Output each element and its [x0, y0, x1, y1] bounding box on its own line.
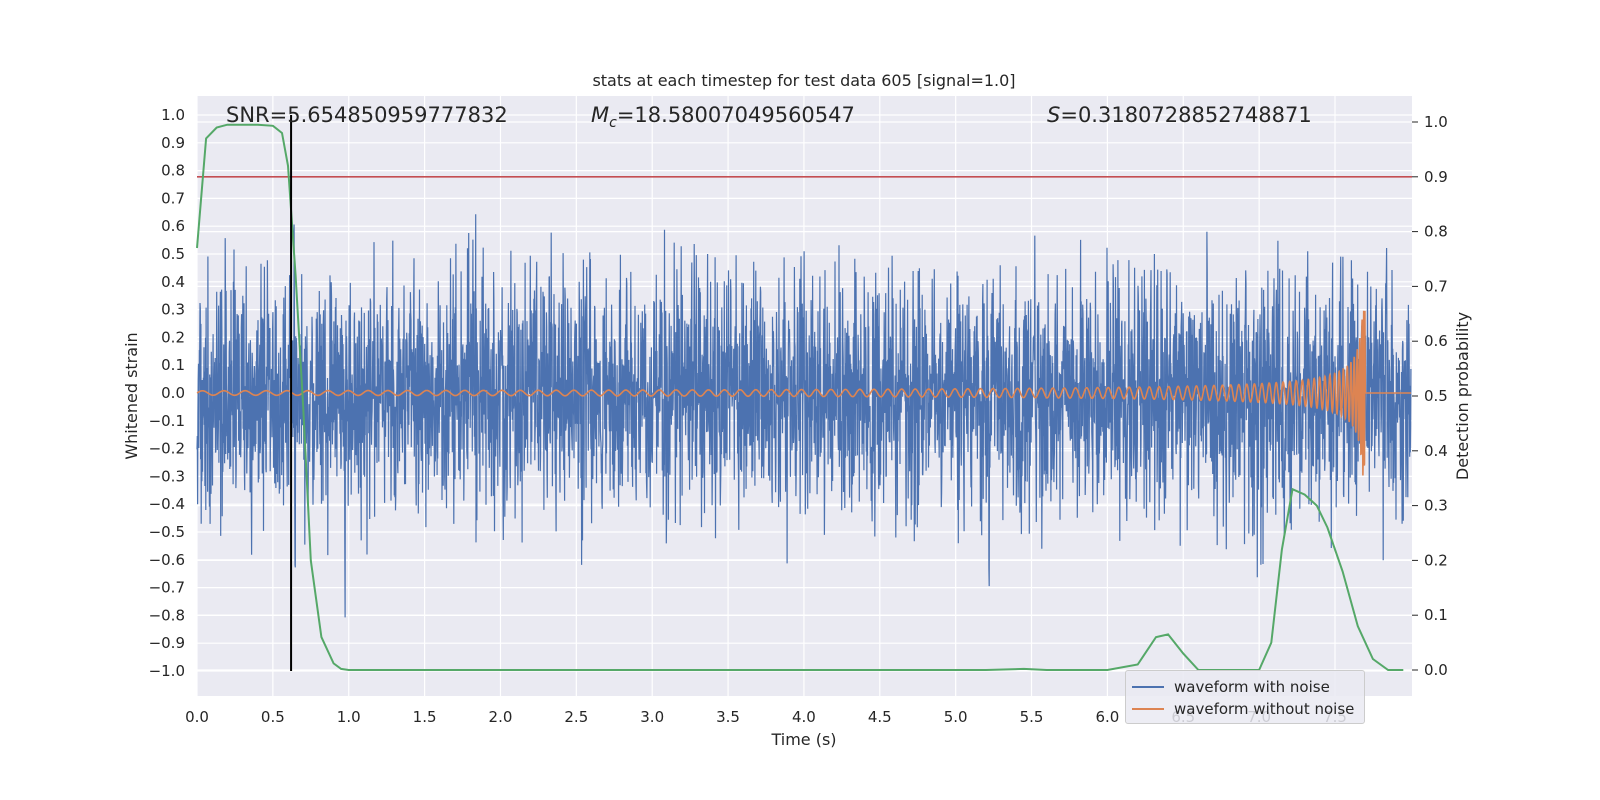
x-tick-label: 5.5 [1020, 708, 1044, 726]
legend-swatch-without-noise [1132, 708, 1164, 710]
y-right-tick-label: 0.4 [1424, 442, 1448, 460]
y-right-tick-label: 0.3 [1424, 497, 1448, 515]
y-tick-label: −1.0 [149, 662, 185, 680]
x-tick-label: 0.5 [261, 708, 285, 726]
y-tick-label: −0.1 [149, 412, 185, 430]
x-tick-label: 3.5 [716, 708, 740, 726]
y-tick-label: 1.0 [161, 106, 185, 124]
y-axis-right-label: Detection probability [1453, 312, 1472, 480]
y-tick-label: −0.7 [149, 579, 185, 597]
y-tick-label: −0.5 [149, 523, 185, 541]
snr-annotation: SNR=5.654850959777832 [226, 103, 508, 127]
legend-item-without-noise: waveform without noise [1132, 699, 1354, 719]
y-tick-label: −0.9 [149, 634, 185, 652]
y-tick-label: 0.1 [161, 356, 185, 374]
y-tick-label: 0.7 [161, 189, 185, 207]
detection-probability-line [196, 123, 1404, 671]
y-tick-label: −0.3 [149, 467, 185, 485]
legend: waveform with noise waveform without noi… [1125, 670, 1365, 724]
s-annotation: S=0.3180728852748871 [1047, 103, 1312, 127]
clean-waveform-line [196, 310, 1411, 476]
y-axis-label: Whitened strain [122, 332, 141, 459]
legend-label-without-noise: waveform without noise [1174, 700, 1355, 718]
y-right-tick-label: 0.5 [1424, 387, 1448, 405]
y-tick-label: 0.6 [161, 217, 185, 235]
s-value: =0.3180728852748871 [1060, 103, 1311, 127]
x-tick-label: 4.0 [792, 708, 816, 726]
y-tick-label: 0.3 [161, 301, 185, 319]
y-right-tick-label: 0.2 [1424, 551, 1448, 569]
y-right-tick-label: 0.9 [1424, 168, 1448, 186]
y-right-tick-label: 1.0 [1424, 113, 1448, 131]
y-right-tick-label: 0.8 [1424, 223, 1448, 241]
y-right-tick-label: 0.7 [1424, 277, 1448, 295]
chirp-mass-value: =18.58007049560547 [617, 103, 855, 127]
y-tick-label: 0.8 [161, 162, 185, 180]
legend-item-with-noise: waveform with noise [1132, 677, 1330, 697]
y-tick-label: 0.2 [161, 328, 185, 346]
x-tick-label: 6.0 [1095, 708, 1119, 726]
chart-title: stats at each timestep for test data 605… [592, 71, 1015, 90]
tick-labels: 0.00.51.01.52.02.53.03.54.04.55.05.56.06… [149, 106, 1448, 726]
y-right-tick-label: 0.0 [1424, 661, 1448, 679]
y-tick-label: 0.5 [161, 245, 185, 263]
x-tick-label: 1.0 [337, 708, 361, 726]
y-tick-label: −0.6 [149, 551, 185, 569]
chirp-mass-annotation: Mc=18.58007049560547 [591, 103, 855, 131]
y-tick-label: −0.4 [149, 495, 185, 513]
x-tick-label: 1.5 [413, 708, 437, 726]
x-tick-label: 2.0 [489, 708, 513, 726]
y-right-tick-label: 0.1 [1424, 606, 1448, 624]
y-tick-label: −0.2 [149, 440, 185, 458]
y-tick-label: 0.0 [161, 384, 185, 402]
legend-swatch-with-noise [1132, 686, 1164, 688]
noisy-waveform-line [196, 214, 1412, 618]
x-tick-label: 2.5 [564, 708, 588, 726]
s-symbol: S [1047, 103, 1060, 127]
series-layer [196, 115, 1412, 671]
x-axis-label: Time (s) [770, 730, 836, 749]
chirp-mass-subscript: c [609, 115, 617, 131]
x-tick-label: 3.0 [640, 708, 664, 726]
x-tick-label: 5.0 [944, 708, 968, 726]
y-right-tick-label: 0.6 [1424, 332, 1448, 350]
y-tick-label: −0.8 [149, 606, 185, 624]
x-tick-label: 0.0 [185, 708, 209, 726]
x-tick-label: 4.5 [868, 708, 892, 726]
chirp-mass-symbol: M [591, 103, 609, 127]
y-tick-label: 0.4 [161, 273, 185, 291]
y-tick-label: 0.9 [161, 134, 185, 152]
legend-label-with-noise: waveform with noise [1174, 678, 1330, 696]
